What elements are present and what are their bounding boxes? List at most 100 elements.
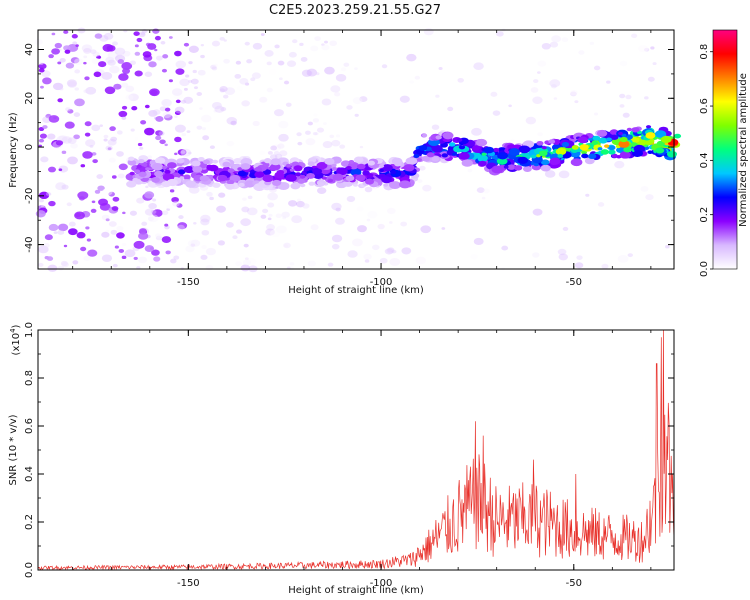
spectrogram-ridge-cell xyxy=(127,159,137,166)
spectrogram-cell xyxy=(179,78,190,87)
spectrogram-cell xyxy=(532,96,543,105)
spectrogram-cell xyxy=(91,200,96,204)
spectrogram-ridge-cell xyxy=(350,168,362,177)
snr-y-label: SNR (10 * v/v) xyxy=(8,414,19,485)
spectrogram-ridge-cell xyxy=(430,135,437,140)
spectrogram-cell xyxy=(264,50,274,57)
spectrogram-cell xyxy=(101,254,113,262)
spectrogram-cell xyxy=(99,124,103,127)
spectrogram-cell xyxy=(92,159,98,164)
spectrogram-cell xyxy=(323,122,327,125)
spectrogram-cell xyxy=(438,66,443,70)
spectrogram-y-label: Frequency (Hz) xyxy=(8,112,19,188)
spectrogram-cell xyxy=(103,134,109,139)
spectrogram-cell xyxy=(98,61,107,68)
spectrogram-cell xyxy=(211,40,221,47)
spectrogram-cell xyxy=(164,223,169,227)
spectrogram-cell xyxy=(168,36,173,39)
spectrogram-cell xyxy=(173,255,180,260)
spectrogram-cell xyxy=(307,260,317,267)
spectrogram-cell xyxy=(386,247,395,254)
spectrogram-cell xyxy=(74,98,85,107)
spectrogram-cell xyxy=(118,248,125,253)
spectrogram-cell xyxy=(129,210,137,216)
spectrogram-cell xyxy=(121,105,128,110)
spectrogram-cell xyxy=(144,208,155,216)
spectrogram-cell xyxy=(196,125,203,130)
spectrogram-cell xyxy=(162,54,169,59)
spectrogram-cell xyxy=(61,150,67,154)
spectrogram-ridge-cell xyxy=(262,174,274,183)
spectrogram-cell xyxy=(387,247,395,253)
spectrogram-cell xyxy=(622,112,630,118)
spectrogram-ridge-cell xyxy=(435,135,442,140)
spectrogram-cell xyxy=(339,144,346,149)
spectrogram-cell xyxy=(211,101,222,110)
spectrogram-x-tick-label-2: -50 xyxy=(566,277,582,288)
spectrogram-cell xyxy=(580,187,590,194)
spectrogram-cell xyxy=(379,257,388,264)
spectrogram-cell xyxy=(252,42,263,50)
spectrogram-cell xyxy=(302,203,310,209)
spectrogram-cell xyxy=(619,93,626,99)
spectrogram-cell xyxy=(61,184,69,190)
spectrogram-cell xyxy=(391,249,397,254)
spectrogram-cell xyxy=(152,209,163,217)
spectrogram-cell xyxy=(384,248,394,255)
spectrogram-cell xyxy=(496,31,504,37)
spectrogram-cell xyxy=(180,150,186,154)
spectrogram-cell xyxy=(55,182,67,191)
spectrogram-cell xyxy=(201,229,210,236)
spectrogram-cell xyxy=(467,168,473,173)
spectrogram-cell xyxy=(63,30,69,34)
spectrogram-cell xyxy=(242,259,252,266)
spectrogram-cell xyxy=(188,151,192,155)
spectrogram-ridge-cell xyxy=(579,144,589,151)
spectrogram-ridge-cell xyxy=(316,162,328,170)
spectrogram-cell xyxy=(140,32,146,36)
spectrogram-cell xyxy=(94,33,103,39)
spectrogram-cell xyxy=(105,229,110,233)
spectrogram-cell xyxy=(38,191,50,200)
spectrogram-cell xyxy=(234,73,242,79)
spectrogram-cell xyxy=(58,135,68,142)
spectrogram-cell xyxy=(240,264,251,272)
spectrogram-cell xyxy=(473,237,484,246)
spectrogram-cell xyxy=(118,73,129,81)
spectrogram-cell xyxy=(278,133,289,142)
spectrogram-cell xyxy=(537,132,543,137)
spectrogram-cell xyxy=(259,96,268,103)
spectrogram-cell xyxy=(84,121,92,127)
spectrogram-x-tick-label-1: -100 xyxy=(370,277,393,288)
spectrogram-cell xyxy=(116,225,124,232)
spectrogram-cell xyxy=(107,147,112,151)
spectrogram-cell xyxy=(74,87,79,91)
spectrogram-cell xyxy=(389,221,393,224)
spectrogram-cell xyxy=(537,60,547,67)
spectrogram-cell xyxy=(164,143,168,147)
snr-x-tick-label-0: -150 xyxy=(177,578,200,589)
spectrogram-cell xyxy=(134,51,141,56)
snr-x-tick-label-1: -100 xyxy=(370,578,393,589)
spectrogram-cell xyxy=(90,208,97,213)
spectrogram-cell xyxy=(533,79,539,84)
spectrogram-ridge-cell xyxy=(533,162,539,167)
spectrogram-cell xyxy=(549,79,561,88)
spectrogram-cell xyxy=(155,235,163,241)
spectrogram-cell xyxy=(593,65,601,71)
spectrogram-cell xyxy=(270,145,278,151)
spectrogram-cell xyxy=(665,245,670,249)
spectrogram-cell xyxy=(200,254,208,260)
spectrogram-cell xyxy=(102,43,114,52)
spectrogram-cell xyxy=(46,256,54,261)
spectrogram-cell xyxy=(152,255,162,262)
spectrogram-cell xyxy=(267,202,275,208)
spectrogram-cell xyxy=(138,232,149,240)
spectrogram-cell xyxy=(650,46,655,50)
spectrogram-ridge-cell xyxy=(356,163,366,170)
spectrogram-cell xyxy=(154,35,161,41)
spectrogram-cell xyxy=(170,258,177,264)
spectrogram-ridge-cell xyxy=(548,139,556,144)
spectrogram-ridge-cell xyxy=(327,178,334,183)
spectrogram-ridge-cell xyxy=(456,138,463,142)
